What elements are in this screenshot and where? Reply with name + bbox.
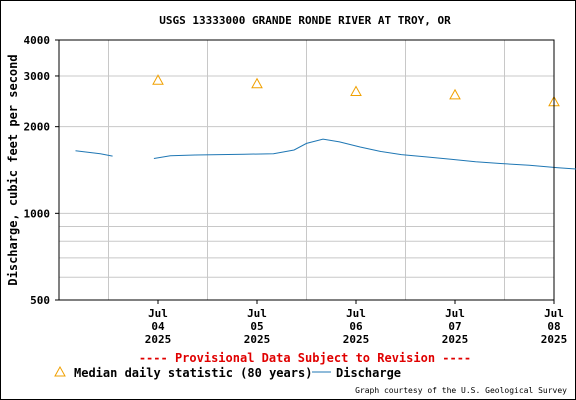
provisional-notice: ---- Provisional Data Subject to Revisio… <box>139 351 471 365</box>
x-tick-label-month: Jul <box>346 307 366 320</box>
legend-discharge-label: Discharge <box>336 366 401 380</box>
median-marker <box>251 77 263 89</box>
discharge-line-segment <box>75 150 113 157</box>
y-axis-ticks: 500 1000 2000 3000 4000 <box>24 34 59 307</box>
x-tick-label-day: 07 <box>448 320 461 333</box>
y-axis-label: Discharge, cubic feet per second <box>6 54 20 285</box>
x-tick-label-day: 04 <box>151 320 165 333</box>
credit-text: Graph courtesy of the U.S. Geological Su… <box>355 386 567 395</box>
legend-median-label: Median daily statistic (80 years) <box>74 366 312 380</box>
y-tick-label: 2000 <box>24 121 51 134</box>
x-tick-label-year: 2025 <box>541 333 568 346</box>
legend: Median daily statistic (80 years) Discha… <box>54 365 401 380</box>
y-tick-label: 500 <box>30 294 50 307</box>
x-axis-ticks: Jul042025Jul052025Jul062025Jul072025Jul0… <box>145 300 568 346</box>
median-marker <box>350 85 362 96</box>
median-marker <box>152 74 164 85</box>
y-tick-label: 3000 <box>24 70 51 83</box>
grid <box>59 40 554 300</box>
x-tick-label-year: 2025 <box>145 333 172 346</box>
x-tick-label-year: 2025 <box>343 333 370 346</box>
x-tick-label-month: Jul <box>544 307 564 320</box>
plot-frame <box>58 39 555 301</box>
x-tick-label-day: 06 <box>349 320 363 333</box>
x-tick-label-year: 2025 <box>244 333 271 346</box>
x-tick-label-year: 2025 <box>442 333 469 346</box>
chart-title: USGS 13333000 GRANDE RONDE RIVER AT TROY… <box>159 14 451 27</box>
y-tick-label: 4000 <box>24 34 51 47</box>
median-marker <box>449 88 461 100</box>
legend-median-icon <box>54 365 66 377</box>
x-tick-label-day: 05 <box>250 320 263 333</box>
y-tick-label: 1000 <box>24 207 51 220</box>
x-tick-label-day: 08 <box>547 320 560 333</box>
discharge-line-segment <box>153 138 576 170</box>
x-tick-label-month: Jul <box>247 307 267 320</box>
x-tick-label-month: Jul <box>148 307 168 320</box>
x-tick-label-month: Jul <box>445 307 465 320</box>
